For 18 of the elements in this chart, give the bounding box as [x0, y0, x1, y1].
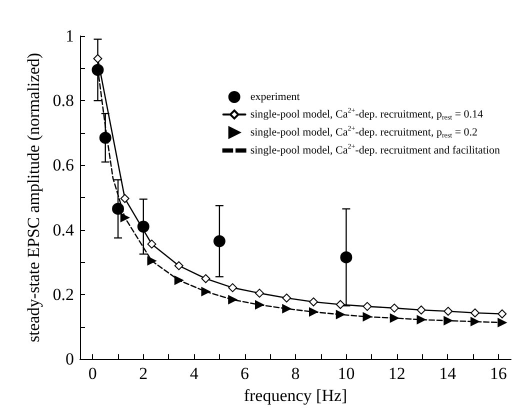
- y-tick-label: 0.2: [52, 284, 74, 304]
- x-tick-label: 6: [240, 364, 250, 384]
- x-axis-title: frequency [Hz]: [244, 386, 348, 405]
- x-tick-label: 16: [490, 364, 507, 384]
- x-tick-label: 2: [139, 364, 148, 384]
- y-tick-label: 0.8: [52, 91, 74, 110]
- y-tick-label: 0.6: [52, 156, 74, 175]
- x-tick-label: 14: [439, 364, 457, 384]
- y-tick-label: 0: [66, 350, 74, 369]
- y-axis-title: steady-state EPSC amplitude (normalized): [24, 52, 43, 342]
- x-tick-label: 10: [338, 364, 355, 384]
- x-tick-label: 12: [388, 364, 406, 384]
- x-tick-label: 8: [291, 364, 300, 384]
- legend-label: experiment: [250, 91, 300, 103]
- x-tick-label: 4: [190, 364, 199, 384]
- y-tick-label: 1: [66, 26, 74, 46]
- y-tick-label: 0.4: [52, 220, 74, 240]
- x-tick-label: 0: [88, 364, 97, 384]
